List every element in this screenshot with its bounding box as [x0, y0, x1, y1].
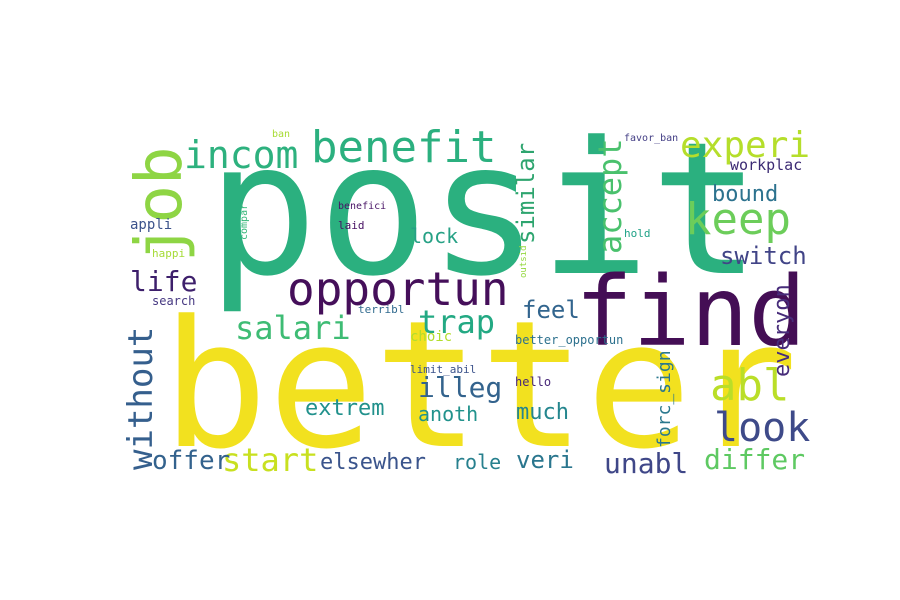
word-benefit: benefit: [311, 122, 497, 173]
word-favor-ban: favor_ban: [624, 133, 679, 144]
word-outsid: outsid: [519, 245, 529, 278]
word-appli: appli: [130, 217, 173, 233]
word-differ: differ: [704, 443, 806, 476]
word-unabl: unabl: [604, 447, 689, 480]
word-workplac: workplac: [730, 156, 803, 174]
word-compar: compar: [239, 203, 250, 240]
word-switch: switch: [720, 242, 807, 270]
word-hold: hold: [624, 227, 651, 240]
word-lock: lock: [410, 224, 459, 248]
word-hello: hello: [515, 375, 552, 389]
word-start: start: [222, 441, 319, 479]
word-ban: ban: [272, 129, 291, 140]
word-much: much: [516, 400, 569, 425]
word-better-opportun: better_opportun: [515, 333, 624, 347]
word-forc-sign: forc_sign: [654, 350, 675, 448]
word-incom: incom: [184, 133, 299, 177]
word-happi: happi: [152, 247, 186, 260]
word-similar: similar: [512, 142, 540, 244]
word-laid: laid: [338, 219, 365, 232]
word-job: job: [123, 146, 197, 262]
word-experi: experi: [680, 125, 811, 166]
word-search: search: [152, 294, 196, 308]
word-accept: accept: [591, 138, 629, 254]
word-keep: keep: [685, 194, 791, 245]
word-extrem: extrem: [305, 396, 385, 421]
word-benefici: benefici: [338, 201, 387, 212]
word-life: life: [130, 265, 198, 298]
word-find: find: [575, 256, 807, 368]
word-limit-abil: limit_abil: [410, 363, 477, 376]
word-elsewher: elsewher: [320, 450, 426, 475]
word-opportun: opportun: [287, 262, 509, 316]
word-look: look: [714, 405, 811, 451]
word-better: better: [162, 283, 798, 488]
word-trap: trap: [418, 303, 496, 341]
word-feel: feel: [522, 296, 580, 324]
word-posit: posit: [207, 103, 761, 317]
word-offer: offer: [152, 446, 231, 476]
word-anoth: anoth: [418, 402, 479, 426]
word-salari: salari: [235, 309, 351, 347]
word-bound: bound: [712, 182, 779, 207]
word-veri: veri: [516, 446, 574, 474]
word-abl: abl: [710, 360, 790, 411]
word-illeg: illeg: [418, 371, 503, 404]
word-terribl: terribl: [358, 303, 405, 316]
word-role: role: [453, 450, 502, 474]
word-choic: choic: [410, 329, 453, 345]
